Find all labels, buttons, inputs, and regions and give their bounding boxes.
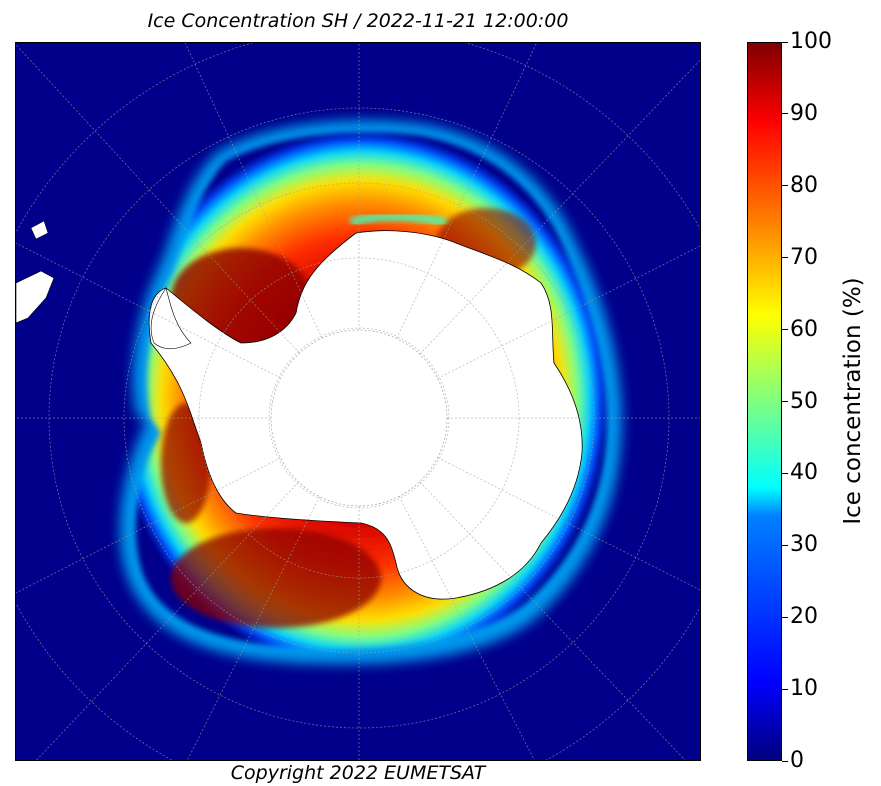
colorbar-tick xyxy=(782,41,788,43)
colorbar-tick xyxy=(782,544,788,546)
falkland-islands xyxy=(30,220,49,240)
pole-ring xyxy=(270,329,448,507)
high-concentration-weddell xyxy=(171,528,381,628)
colorbar-tick-label: 50 xyxy=(790,388,818,414)
colorbar-tick-label: 20 xyxy=(790,604,818,630)
colorbar-tick xyxy=(782,257,788,259)
colorbar-tick-label: 30 xyxy=(790,532,818,558)
colorbar-tick-label: 10 xyxy=(790,676,818,702)
colorbar-tick xyxy=(782,688,788,690)
map-title: Ice Concentration SH / 2022-11-21 12:00:… xyxy=(147,10,569,32)
colorbar-tick-label: 0 xyxy=(790,748,804,773)
colorbar xyxy=(747,42,782,761)
colorbar-tick-label: 100 xyxy=(790,29,832,54)
colorbar-tick xyxy=(782,401,788,402)
colorbar-tick xyxy=(782,329,788,331)
pole-hole xyxy=(271,330,447,506)
colorbar-tick-label: 60 xyxy=(790,316,818,342)
colorbar-tick-label: 40 xyxy=(790,460,818,486)
colorbar-tick xyxy=(782,472,788,474)
colorbar-tick xyxy=(782,616,788,618)
colorbar-tick xyxy=(782,113,788,115)
colorbar-tick xyxy=(782,760,788,762)
antarctic-peninsula xyxy=(150,287,192,350)
south-america-tip xyxy=(16,270,55,324)
colorbar-tick xyxy=(782,185,788,187)
copyright-notice: Copyright 2022 EUMETSAT xyxy=(230,762,486,784)
colorbar-tick-label: 80 xyxy=(790,172,818,198)
colorbar-tick-label: 70 xyxy=(790,244,818,270)
ice-concentration-map xyxy=(15,42,701,761)
colorbar-title: Ice concentration (%) xyxy=(840,277,866,525)
colorbar-tick-label: 90 xyxy=(790,100,818,126)
